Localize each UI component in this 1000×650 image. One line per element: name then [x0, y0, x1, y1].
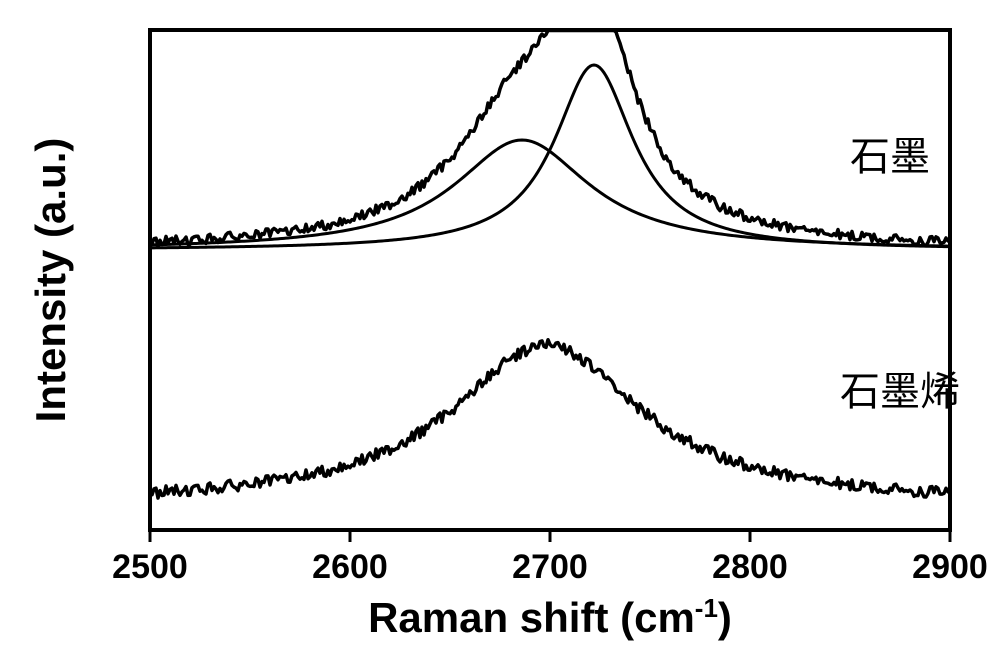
x-axis-title: Raman shift (cm-1): [368, 593, 732, 641]
series-label-top: 石墨: [850, 135, 930, 179]
x-tick-label: 2500: [112, 548, 188, 586]
chart-svg: 2500 2600 2700 2800 2900 Raman shift (cm-1) In…: [0, 0, 1000, 650]
raman-chart: 2500 2600 2700 2800 2900 Raman shift (cm-1) In…: [0, 0, 1000, 650]
series-label-bottom: 石墨烯: [840, 370, 960, 414]
x-tick-label: 2600: [312, 548, 388, 586]
x-tick-label: 2800: [712, 548, 788, 586]
y-axis-title: Intensity (a.u.): [27, 138, 74, 423]
x-tick-label: 2900: [912, 548, 988, 586]
x-tick-label: 2700: [512, 548, 588, 586]
